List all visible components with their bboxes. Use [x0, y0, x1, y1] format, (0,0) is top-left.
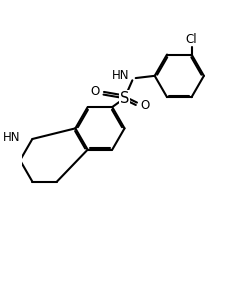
Text: Cl: Cl: [186, 33, 197, 46]
Text: HN: HN: [2, 131, 20, 144]
Text: HN: HN: [112, 69, 129, 82]
Text: S: S: [120, 91, 129, 106]
Text: O: O: [90, 85, 99, 98]
Text: O: O: [141, 99, 150, 112]
